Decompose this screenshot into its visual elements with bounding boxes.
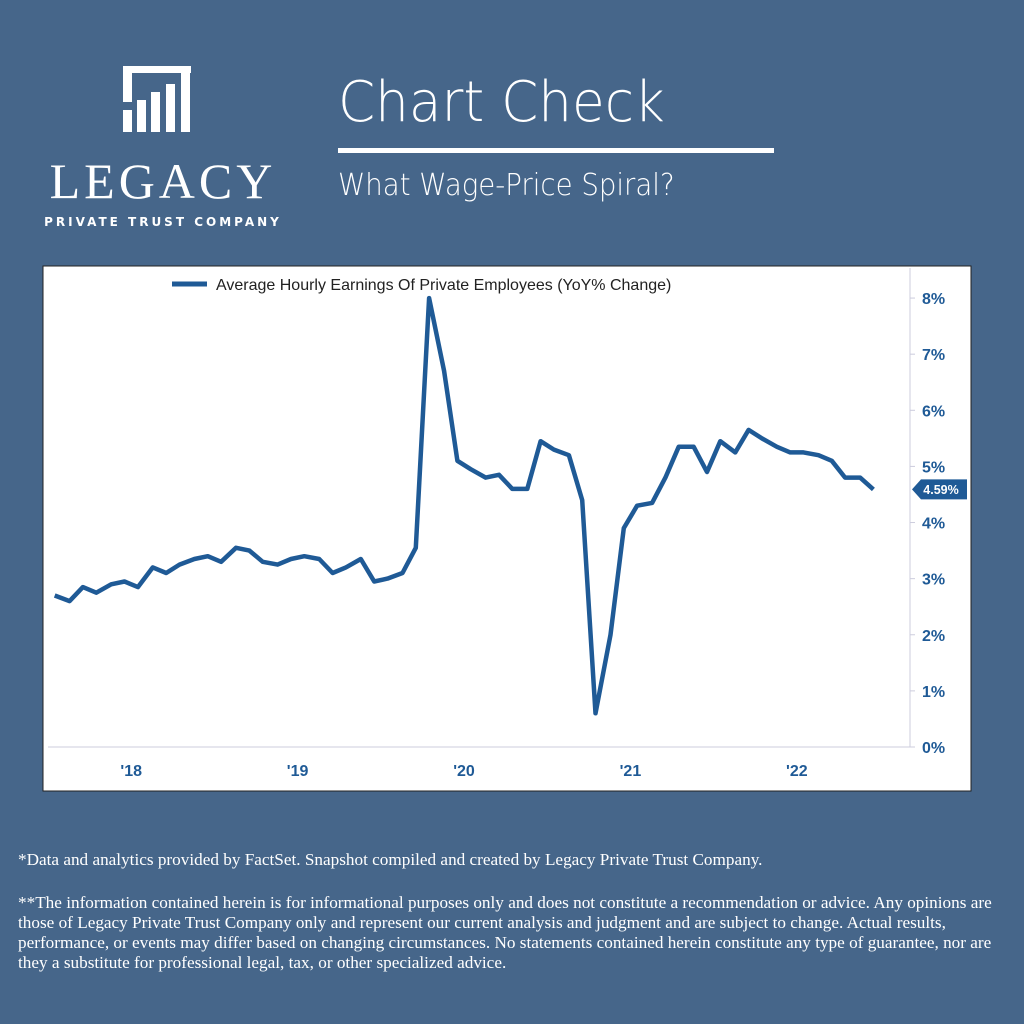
subtitle: What Wage-Price Spiral? (338, 168, 675, 203)
y-tick-label: 6% (922, 403, 945, 420)
logo-tagline: PRIVATE TRUST COMPANY (44, 215, 282, 229)
logo-name: LEGACY (49, 153, 277, 209)
disclaimer: **The information contained herein is fo… (18, 893, 992, 972)
legend-label: Average Hourly Earnings Of Private Emplo… (216, 277, 671, 294)
x-tick-label: '20 (453, 763, 475, 780)
title: Chart Check (338, 70, 665, 135)
source-note: *Data and analytics provided by FactSet.… (18, 850, 763, 869)
y-tick-label: 8% (922, 291, 945, 308)
y-tick-label: 1% (922, 684, 945, 701)
y-tick-label: 0% (922, 740, 945, 757)
y-tick-label: 2% (922, 628, 945, 645)
y-tick-label: 5% (922, 459, 945, 476)
y-tick-label: 3% (922, 572, 945, 589)
x-tick-label: '18 (120, 763, 142, 780)
title-rule (338, 148, 774, 153)
y-tick-label: 7% (922, 347, 945, 364)
y-tick-label: 4% (922, 516, 945, 533)
x-tick-label: '21 (620, 763, 642, 780)
chart: 0% 1% 2% 3% 4% 5% 6% 7% 8% '18 '19 '20 '21 '22 Average… (42, 265, 972, 792)
x-tick-label: '19 (287, 763, 309, 780)
value-tag (912, 479, 967, 500)
x-tick-label: '22 (786, 763, 808, 780)
chart-frame (42, 265, 972, 792)
logo-icon (123, 66, 191, 132)
value-tag-label: 4.59% (923, 483, 958, 497)
data-line (53, 295, 875, 716)
